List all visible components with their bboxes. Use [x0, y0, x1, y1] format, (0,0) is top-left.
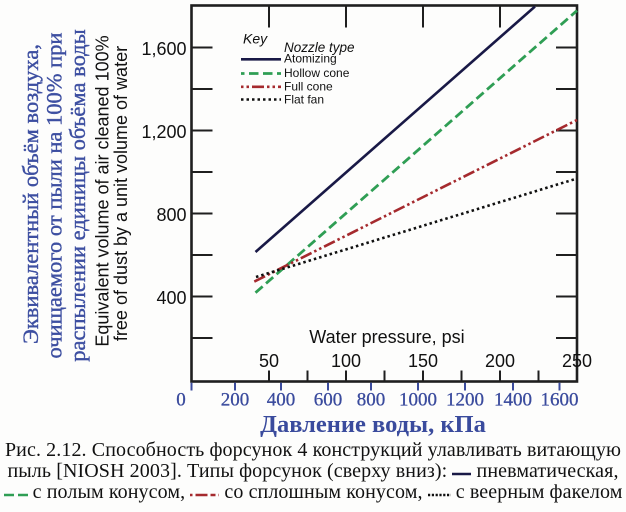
svg-text:Hollow cone: Hollow cone	[284, 66, 350, 80]
svg-text:1400: 1400	[494, 390, 532, 411]
svg-text:1000: 1000	[399, 390, 437, 411]
svg-text:1,600: 1,600	[141, 39, 186, 59]
svg-text:400: 400	[267, 390, 296, 411]
svg-text:50: 50	[259, 351, 279, 371]
svg-text:распылении единицы объёма воды: распылении единицы объёма воды	[65, 29, 90, 361]
svg-text:1,200: 1,200	[141, 122, 186, 142]
svg-text:Эквивалентный объём воздуха,: Эквивалентный объём воздуха,	[18, 44, 43, 344]
svg-text:800: 800	[357, 390, 386, 411]
svg-text:Nozzle type: Nozzle type	[284, 40, 355, 55]
svg-text:400: 400	[156, 288, 186, 308]
svg-text:Flat fan: Flat fan	[284, 93, 324, 107]
svg-text:очищаемого от пыли на 100% при: очищаемого от пыли на 100% при	[42, 33, 67, 359]
svg-text:1600: 1600	[541, 390, 579, 411]
svg-text:Water pressure, psi: Water pressure, psi	[309, 327, 464, 347]
svg-text:1200: 1200	[446, 390, 484, 411]
svg-text:free of dust by a unit volume: free of dust by a unit volume of water	[111, 46, 131, 341]
svg-text:150: 150	[408, 351, 438, 371]
svg-text:Equivalent volume of air clean: Equivalent volume of air cleaned 100%	[93, 35, 113, 346]
svg-text:200: 200	[485, 351, 515, 371]
svg-text:Key: Key	[243, 31, 268, 47]
svg-text:200: 200	[221, 390, 250, 411]
svg-text:800: 800	[156, 205, 186, 225]
svg-text:600: 600	[314, 390, 343, 411]
svg-text:0: 0	[176, 390, 186, 411]
svg-text:250: 250	[562, 351, 592, 371]
svg-text:100: 100	[331, 351, 361, 371]
svg-text:Atomizing: Atomizing	[284, 52, 337, 66]
svg-text:Давление воды, кПа: Давление воды, кПа	[260, 411, 486, 438]
svg-text:Full cone: Full cone	[284, 80, 333, 94]
